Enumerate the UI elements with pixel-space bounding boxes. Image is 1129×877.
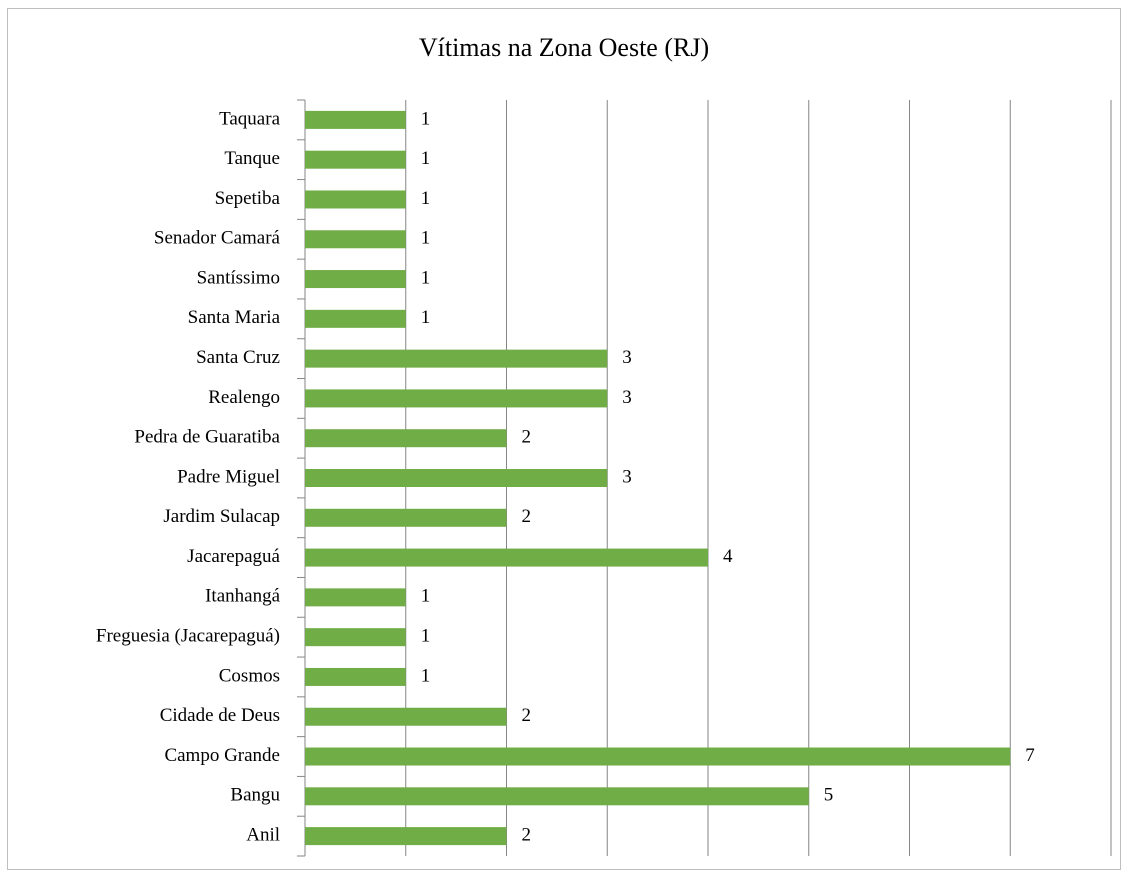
data-label: 2 — [522, 506, 532, 527]
data-label: 5 — [824, 785, 834, 806]
bar — [305, 588, 406, 607]
y-tick-label: Anil — [246, 824, 280, 845]
y-tick-label: Senador Camará — [154, 228, 281, 249]
data-label: 7 — [1025, 745, 1035, 766]
y-tick-label: Pedra de Guaratiba — [134, 427, 280, 448]
y-tick-label: Santíssimo — [197, 267, 280, 288]
data-label: 1 — [421, 148, 431, 169]
data-label: 1 — [421, 267, 431, 288]
bar — [305, 787, 809, 806]
y-tick-label: Santa Cruz — [196, 347, 280, 368]
data-label: 1 — [421, 665, 431, 686]
data-label: 1 — [421, 228, 431, 249]
bar — [305, 190, 406, 209]
y-tick-label: Jardim Sulacap — [163, 506, 280, 527]
data-label: 1 — [421, 307, 431, 328]
data-label: 3 — [622, 466, 632, 487]
y-tick-label: Taquara — [219, 108, 280, 129]
y-tick-label: Realengo — [208, 387, 280, 408]
bar — [305, 548, 708, 567]
data-label: 2 — [522, 824, 532, 845]
data-label: 3 — [622, 387, 632, 408]
bar — [305, 429, 507, 448]
data-label: 4 — [723, 546, 733, 567]
y-tick-label: Cosmos — [219, 665, 280, 686]
data-label: 1 — [421, 108, 431, 129]
y-tick-label: Tanque — [224, 148, 280, 169]
y-tick-label: Cidade de Deus — [160, 705, 280, 726]
bar — [305, 110, 406, 129]
bar — [305, 747, 1011, 766]
y-tick-label: Freguesia (Jacarepaguá) — [96, 626, 280, 647]
bar — [305, 349, 608, 368]
chart-title: Vítimas na Zona Oeste (RJ) — [419, 33, 709, 62]
bar — [305, 230, 406, 249]
data-label: 3 — [622, 347, 632, 368]
bar — [305, 309, 406, 328]
y-tick-label: Sepetiba — [215, 188, 281, 209]
bar — [305, 469, 608, 487]
data-label: 1 — [421, 586, 431, 607]
y-tick-label: Padre Miguel — [177, 466, 280, 487]
bar — [305, 667, 406, 686]
data-label: 2 — [522, 427, 532, 448]
chart-border — [7, 8, 1121, 870]
data-label: 1 — [421, 188, 431, 209]
bar — [305, 827, 507, 846]
y-tick-label: Itanhangá — [205, 586, 280, 607]
bar — [305, 389, 608, 408]
y-tick-label: Jacarepaguá — [187, 546, 280, 567]
data-label: 2 — [522, 705, 532, 726]
bar — [305, 707, 507, 726]
bar — [305, 508, 507, 527]
bar — [305, 270, 406, 289]
data-label: 1 — [421, 626, 431, 647]
y-tick-label: Bangu — [230, 785, 280, 806]
bar — [305, 150, 406, 169]
y-tick-label: Santa Maria — [188, 307, 281, 328]
y-tick-label: Campo Grande — [164, 745, 280, 766]
bar — [305, 628, 406, 647]
